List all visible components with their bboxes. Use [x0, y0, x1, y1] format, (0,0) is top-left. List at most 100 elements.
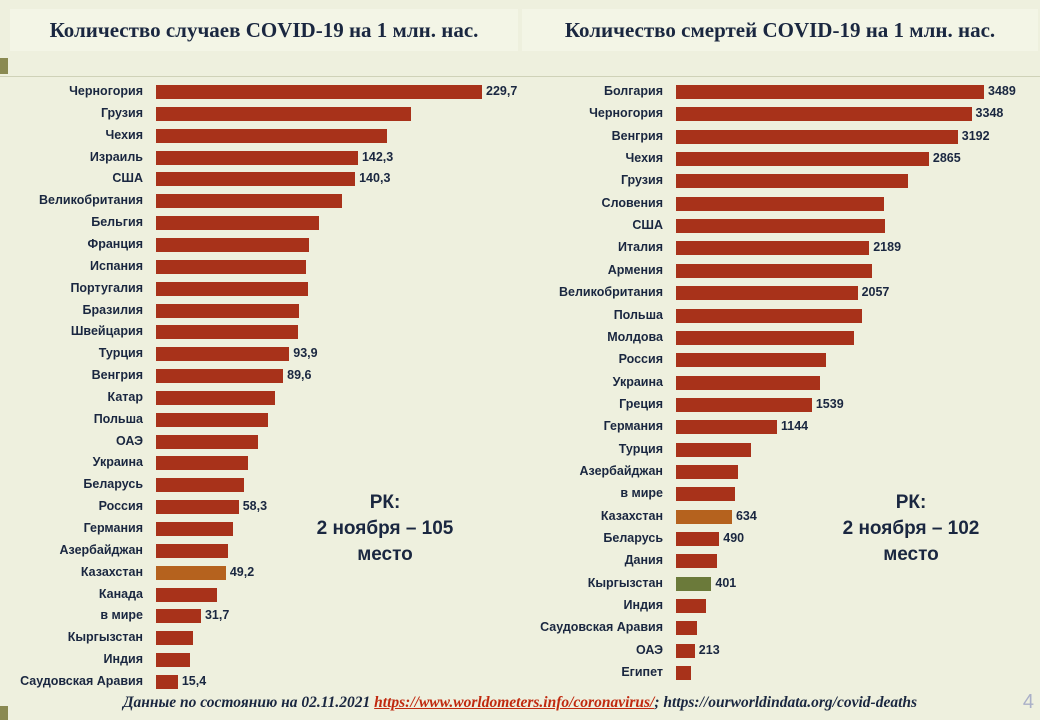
bar: [156, 522, 233, 536]
bar: [676, 621, 698, 636]
bar: [156, 456, 249, 471]
category-label: Польша: [613, 307, 663, 322]
bar: [156, 609, 201, 624]
value-label: 93,9: [293, 346, 318, 361]
category-label: Черногория: [589, 106, 663, 121]
rk-cases-line3: место: [357, 544, 413, 565]
bar: [676, 643, 695, 658]
value-label: 2057: [861, 285, 890, 300]
category-label: США: [112, 171, 143, 186]
left-chart-title: Количество случаев COVID-19 на 1 млн. на…: [10, 9, 518, 51]
category-label: Армения: [607, 262, 663, 277]
bar: [676, 420, 777, 435]
rk-rank-deaths: РК: 2 ноября – 102 место: [816, 490, 1006, 568]
category-label: Бразилия: [82, 302, 143, 317]
value-label: 490: [723, 531, 745, 545]
value-label: 213: [698, 642, 720, 657]
category-label: Турция: [618, 441, 663, 456]
bar: [676, 85, 984, 99]
value-label: 140,3: [359, 171, 391, 186]
bar: [156, 237, 310, 252]
header-rule: [0, 76, 1040, 77]
category-label: Грузия: [620, 173, 663, 188]
value-label: 2865: [932, 151, 961, 166]
category-label: Германия: [83, 521, 143, 535]
bar: [676, 509, 732, 524]
bar: [156, 500, 239, 515]
bar: [156, 631, 193, 646]
bar: [676, 353, 827, 368]
bar: [676, 263, 872, 278]
bar: [156, 543, 229, 558]
category-label: Саудовская Аравия: [540, 620, 663, 635]
category-label: Португалия: [70, 280, 143, 295]
category-label: Италия: [618, 240, 663, 255]
footer-date-text: Данные по состоянию на 02.11.2021: [122, 694, 375, 711]
bar: [676, 241, 870, 256]
category-label: Венгрия: [91, 368, 143, 383]
bar: [156, 106, 412, 121]
bar: [676, 152, 929, 167]
bar: [676, 397, 812, 412]
accent-square-top: [0, 58, 8, 74]
category-label: Испания: [90, 258, 143, 273]
category-label: в мире: [100, 608, 143, 623]
category-label: Канада: [98, 586, 143, 601]
bar: [156, 128, 388, 143]
bar: [676, 330, 855, 345]
bar: [156, 674, 178, 689]
bar: [676, 174, 909, 189]
category-label: Катар: [107, 389, 143, 404]
category-label: Черногория: [69, 84, 143, 98]
bar: [156, 85, 482, 99]
ourworldindata-source: https://ourworldindata.org/covid-deaths: [663, 694, 918, 711]
bar: [156, 216, 320, 231]
category-label: Турция: [98, 346, 143, 361]
category-label: Молдова: [607, 329, 663, 344]
bar: [156, 259, 307, 274]
category-label: Азербайджан: [59, 542, 143, 557]
bar: [676, 107, 972, 122]
bar: [676, 532, 720, 546]
category-label: Египет: [621, 665, 663, 680]
bar: [676, 599, 706, 614]
bar: [156, 303, 300, 318]
category-label: Россия: [618, 352, 663, 367]
category-label: Бельгия: [91, 215, 143, 230]
bar: [676, 129, 958, 144]
bar: [156, 150, 358, 165]
rk-deaths-line1: РК:: [895, 492, 927, 513]
rk-rank-cases: РК: 2 ноября – 105 место: [290, 490, 480, 568]
bar: [156, 281, 308, 296]
page-number: 4: [1022, 691, 1034, 713]
category-label: Греция: [619, 396, 663, 411]
source-footer: Данные по состоянию на 02.11.2021 https:…: [0, 694, 1040, 716]
bar: [156, 172, 356, 187]
bar: [676, 464, 738, 479]
bar: [156, 565, 226, 580]
bar: [676, 442, 752, 457]
category-label: Украина: [612, 374, 663, 389]
value-label: 1539: [815, 396, 844, 411]
worldometers-link[interactable]: https://www.worldometers.info/coronaviru…: [374, 694, 655, 711]
bar: [156, 412, 269, 427]
bar: [156, 369, 284, 384]
value-label: 634: [735, 508, 757, 523]
category-label: в мире: [620, 486, 663, 501]
category-label: Беларусь: [83, 477, 143, 492]
rk-cases-line1: РК:: [369, 492, 401, 513]
category-label: Германия: [603, 419, 663, 434]
category-label: Кыргызстан: [587, 575, 663, 590]
category-label: Дания: [624, 553, 663, 568]
value-label: 229,7: [486, 84, 518, 98]
category-label: Чехия: [625, 151, 664, 166]
value-label: 142,3: [361, 149, 394, 164]
value-label: 89,6: [287, 368, 312, 383]
value-label: 3489: [988, 84, 1016, 98]
bar: [676, 308, 863, 323]
bar: [676, 375, 820, 390]
value-label: 15,4: [181, 673, 207, 688]
category-label: Кыргызстан: [67, 630, 143, 645]
bar: [676, 219, 886, 234]
category-label: Саудовская Аравия: [20, 673, 143, 688]
